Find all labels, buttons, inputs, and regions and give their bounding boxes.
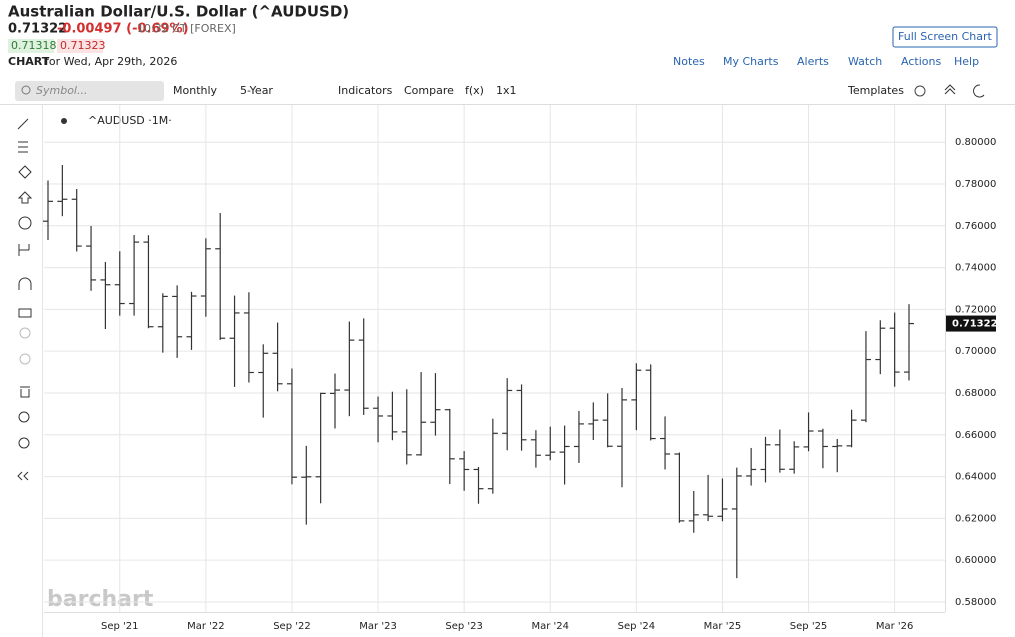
x-tick-label: Sep '25	[790, 621, 828, 632]
collapse-sidebar[interactable]	[17, 471, 29, 481]
full-screen-text[interactable]: Full Screen Chart	[898, 30, 993, 43]
lock-tool[interactable]	[18, 308, 32, 318]
legend: ^AUDUSD ·1M·	[88, 114, 172, 127]
bid-box	[8, 39, 54, 53]
redo-tool[interactable]	[19, 353, 31, 365]
symbol-placeholder[interactable]: Symbol...	[36, 84, 87, 97]
y-tick-label: 0.66000	[955, 430, 996, 441]
title: Australian Dollar/U.S. Dollar (^AUDUSD)	[8, 3, 349, 21]
x-tick-label: Mar '24	[531, 621, 569, 632]
bid: 0.71318	[11, 39, 57, 52]
x-tick-label: Sep '21	[101, 621, 139, 632]
chart-date: for Wed, Apr 29th, 2026	[45, 55, 177, 68]
theme-icon[interactable]	[973, 84, 985, 98]
x-tick-label: Mar '22	[187, 621, 225, 632]
x-tick-label: Sep '24	[618, 621, 656, 632]
chart-label: CHART	[8, 55, 50, 68]
search-icon	[21, 85, 31, 95]
y-tick-label: 0.72000	[955, 304, 996, 315]
toolbar-item[interactable]: Indicators	[338, 84, 393, 97]
x-tick-label: Mar '26	[876, 621, 914, 632]
ask-box	[57, 39, 103, 53]
ask: 0.71323	[60, 39, 106, 52]
count-tool[interactable]	[18, 216, 32, 230]
x-tick-label: Mar '23	[359, 621, 397, 632]
watermark: barchart	[47, 587, 154, 612]
symbol-input[interactable]	[15, 81, 164, 101]
header-link[interactable]: Watch	[848, 55, 882, 68]
time: 10:32 CT [FOREX]	[137, 22, 236, 35]
collapse-icon[interactable]	[944, 84, 956, 95]
trash-tool[interactable]	[20, 386, 30, 398]
measure-tool[interactable]	[18, 244, 30, 256]
settings-icon[interactable]	[914, 85, 926, 97]
zoom-in-tool[interactable]	[18, 411, 30, 423]
y-tick-label: 0.58000	[955, 597, 996, 608]
header-link[interactable]: My Charts	[723, 55, 779, 68]
undo-tool[interactable]	[19, 327, 31, 339]
y-tick-label: 0.60000	[955, 555, 996, 566]
toolbar-item[interactable]: 5-Year	[240, 84, 273, 97]
y-tick-label: 0.78000	[955, 179, 996, 190]
header-link[interactable]: Help	[954, 55, 979, 68]
last-price-label: 0.71322	[952, 319, 998, 330]
zoom-out-tool[interactable]	[18, 437, 30, 449]
full-screen-button[interactable]	[892, 26, 998, 48]
header-link[interactable]: Actions	[901, 55, 941, 68]
sidebar-icons	[17, 118, 33, 481]
toolbar-item[interactable]: Compare	[404, 84, 454, 97]
y-tick-label: 0.70000	[955, 346, 996, 357]
change: -0.00497 (-0.69%)	[57, 22, 189, 37]
header-link[interactable]: Alerts	[797, 55, 829, 68]
y-tick-label: 0.64000	[955, 472, 996, 483]
y-tick-label: 0.68000	[955, 388, 996, 399]
eye-icon[interactable]	[61, 118, 67, 124]
magnet-tool[interactable]	[18, 277, 32, 290]
line-tool[interactable]	[17, 118, 29, 130]
toolbar-item[interactable]: 1x1	[496, 84, 517, 97]
fib-tool[interactable]	[18, 141, 28, 153]
header-link[interactable]: Notes	[673, 55, 705, 68]
toolbar-item[interactable]: Monthly	[173, 84, 218, 97]
y-tick-label: 0.62000	[955, 513, 996, 524]
arrow-tool[interactable]	[17, 191, 33, 204]
last-price-box	[946, 315, 996, 332]
y-tick-label: 0.80000	[955, 137, 996, 148]
shape-tool[interactable]	[18, 165, 32, 179]
price: 0.71322	[8, 22, 67, 37]
x-tick-label: Sep '22	[273, 621, 311, 632]
toolbar-item[interactable]: f(x)	[465, 84, 484, 97]
x-tick-label: Mar '25	[704, 621, 742, 632]
y-tick-label: 0.74000	[955, 263, 996, 274]
x-tick-label: Sep '23	[445, 621, 483, 632]
templates[interactable]: Templates	[847, 84, 904, 97]
y-tick-label: 0.76000	[955, 221, 996, 232]
